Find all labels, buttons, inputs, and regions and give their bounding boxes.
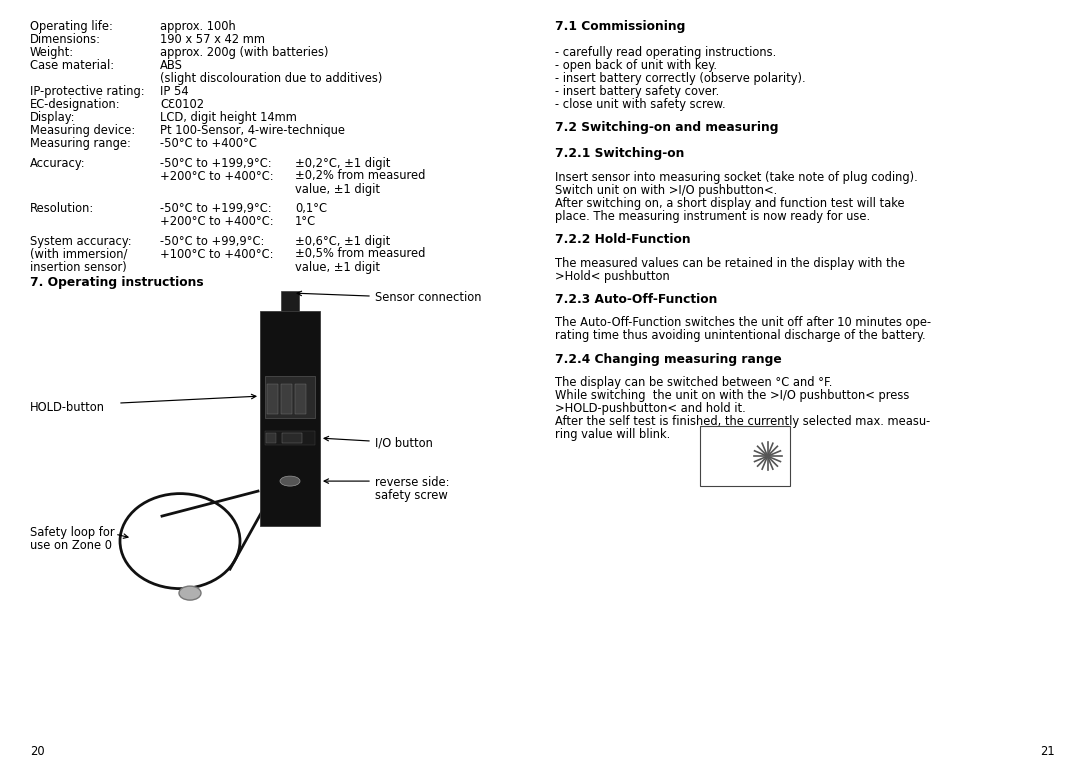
Text: Operating life:: Operating life: [30,20,113,33]
Text: use on Zone 0: use on Zone 0 [30,539,112,552]
Ellipse shape [179,586,201,600]
Bar [265,431,315,445]
Text: (with immersion/: (with immersion/ [30,247,127,260]
Text: Resolution:: Resolution: [30,202,94,215]
Text: - close unit with safety screw.: - close unit with safety screw. [555,98,726,111]
Text: The measured values can be retained in the display with the: The measured values can be retained in t… [555,256,905,269]
Text: ▶: ▶ [287,434,292,439]
Bar [266,433,276,443]
Text: >HOLD-pushbutton< and hold it.: >HOLD-pushbutton< and hold it. [555,402,746,415]
Text: System accuracy:: System accuracy: [30,234,132,247]
Text: Sensor connection: Sensor connection [375,291,482,304]
Text: +200°C to +400°C:: +200°C to +400°C: [160,215,273,228]
Text: -50°C to +199,9°C:: -50°C to +199,9°C: [160,202,272,215]
Bar [267,384,278,414]
Text: ±0,5% from measured: ±0,5% from measured [295,247,426,260]
Text: +200°C to +400°C:: +200°C to +400°C: [160,169,273,182]
Text: ABS: ABS [160,59,183,72]
Text: -50°C to +99,9°C:: -50°C to +99,9°C: [160,234,265,247]
Text: reverse side:: reverse side: [375,476,449,489]
Text: After the self test is finished, the currently selected max. measu-: After the self test is finished, the cur… [555,415,930,428]
Text: HOLD-button: HOLD-button [30,401,105,414]
Ellipse shape [280,476,300,486]
Text: - carefully read operating instructions.: - carefully read operating instructions. [555,46,777,59]
Text: Dimensions:: Dimensions: [30,33,102,46]
Text: The display can be switched between °C and °F.: The display can be switched between °C a… [555,376,833,389]
Text: The Auto-Off-Function switches the unit off after 10 minutes ope-: The Auto-Off-Function switches the unit … [555,317,931,330]
Bar [700,427,789,486]
Text: value, ±1 digit: value, ±1 digit [295,182,380,195]
Text: safety screw: safety screw [375,489,448,502]
Text: rating time thus avoiding unintentional discharge of the battery.: rating time thus avoiding unintentional … [555,330,926,343]
Text: +100°C to +400°C:: +100°C to +400°C: [160,247,273,260]
Text: ±0,2°C, ±1 digit: ±0,2°C, ±1 digit [295,156,390,169]
Text: CƐ0102: CƐ0102 [160,98,204,111]
Text: insertion sensor): insertion sensor) [30,260,126,273]
Text: Pt 100-Sensor, 4-wire-technique: Pt 100-Sensor, 4-wire-technique [160,124,345,137]
Text: Measuring range:: Measuring range: [30,137,131,150]
Text: (slight discolouration due to additives): (slight discolouration due to additives) [160,72,382,85]
Text: >Hold< pushbutton: >Hold< pushbutton [555,269,670,282]
Text: Display:: Display: [30,111,76,124]
Text: ±0,6°C, ±1 digit: ±0,6°C, ±1 digit [295,234,390,247]
Text: 1°C: 1°C [295,215,316,228]
Text: value, ±1 digit: value, ±1 digit [295,260,380,273]
Text: - insert battery safety cover.: - insert battery safety cover. [555,85,719,98]
Text: -50°C to +199,9°C:: -50°C to +199,9°C: [160,156,272,169]
Text: Insert sensor into measuring socket (take note of plug coding).: Insert sensor into measuring socket (tak… [555,171,918,184]
Text: Ex-Pt 720: Ex-Pt 720 [264,325,283,329]
Text: °C: °C [734,445,750,458]
Text: approx. 200g (with batteries): approx. 200g (with batteries) [160,46,328,59]
Text: 20: 20 [30,745,44,758]
Text: EC-designation:: EC-designation: [30,98,121,111]
Text: IP-protective rating:: IP-protective rating: [30,85,145,98]
Text: I/O button: I/O button [375,436,433,449]
Text: - insert battery correctly (observe polarity).: - insert battery correctly (observe pola… [555,72,806,85]
Bar [295,384,306,414]
Text: 7.2.2 Hold-Function: 7.2.2 Hold-Function [555,233,690,246]
Text: LCD, digit height 14mm: LCD, digit height 14mm [160,111,297,124]
Text: Measuring device:: Measuring device: [30,124,135,137]
Text: 0,1°C: 0,1°C [295,202,327,215]
Bar [260,311,320,526]
Text: EEC-INSTR EX: EEC-INSTR EX [264,319,292,323]
Text: -50°C to +400°C: -50°C to +400°C [160,137,257,150]
Text: place. The measuring instrument is now ready for use.: place. The measuring instrument is now r… [555,210,870,223]
Text: 7.1 Commissioning: 7.1 Commissioning [555,20,686,33]
Text: Case material:: Case material: [30,59,114,72]
Bar [265,376,315,418]
Text: 21: 21 [1040,745,1055,758]
Text: IP 54: IP 54 [160,85,189,98]
Text: Accuracy:: Accuracy: [30,156,85,169]
Bar [281,291,299,311]
Bar [282,433,302,443]
Text: Switch unit on with >I/O pushbutton<.: Switch unit on with >I/O pushbutton<. [555,184,778,197]
Text: approx. 100h: approx. 100h [160,20,235,33]
Text: 7.2 Switching-on and measuring: 7.2 Switching-on and measuring [555,121,779,134]
Text: ring value will blink.: ring value will blink. [555,428,671,441]
Text: 7.2.4 Changing measuring range: 7.2.4 Changing measuring range [555,353,782,365]
Bar [281,384,292,414]
Text: After switching on, a short display and function test will take: After switching on, a short display and … [555,197,905,210]
Text: Safety loop for: Safety loop for [30,526,114,539]
Text: Weight:: Weight: [30,46,75,59]
Text: While switching  the unit on with the >I/O pushbutton< press: While switching the unit on with the >I/… [555,389,909,402]
Text: 7.2.3 Auto-Off-Function: 7.2.3 Auto-Off-Function [555,293,717,306]
Text: 000 000: 000 000 [264,420,280,424]
Text: 7.2.1 Switching-on: 7.2.1 Switching-on [555,147,685,160]
Text: 190 x 57 x 42 mm: 190 x 57 x 42 mm [160,33,265,46]
Text: ±0,2% from measured: ±0,2% from measured [295,169,426,182]
Text: 7. Operating instructions: 7. Operating instructions [30,276,204,289]
Text: - open back of unit with key.: - open back of unit with key. [555,59,717,72]
